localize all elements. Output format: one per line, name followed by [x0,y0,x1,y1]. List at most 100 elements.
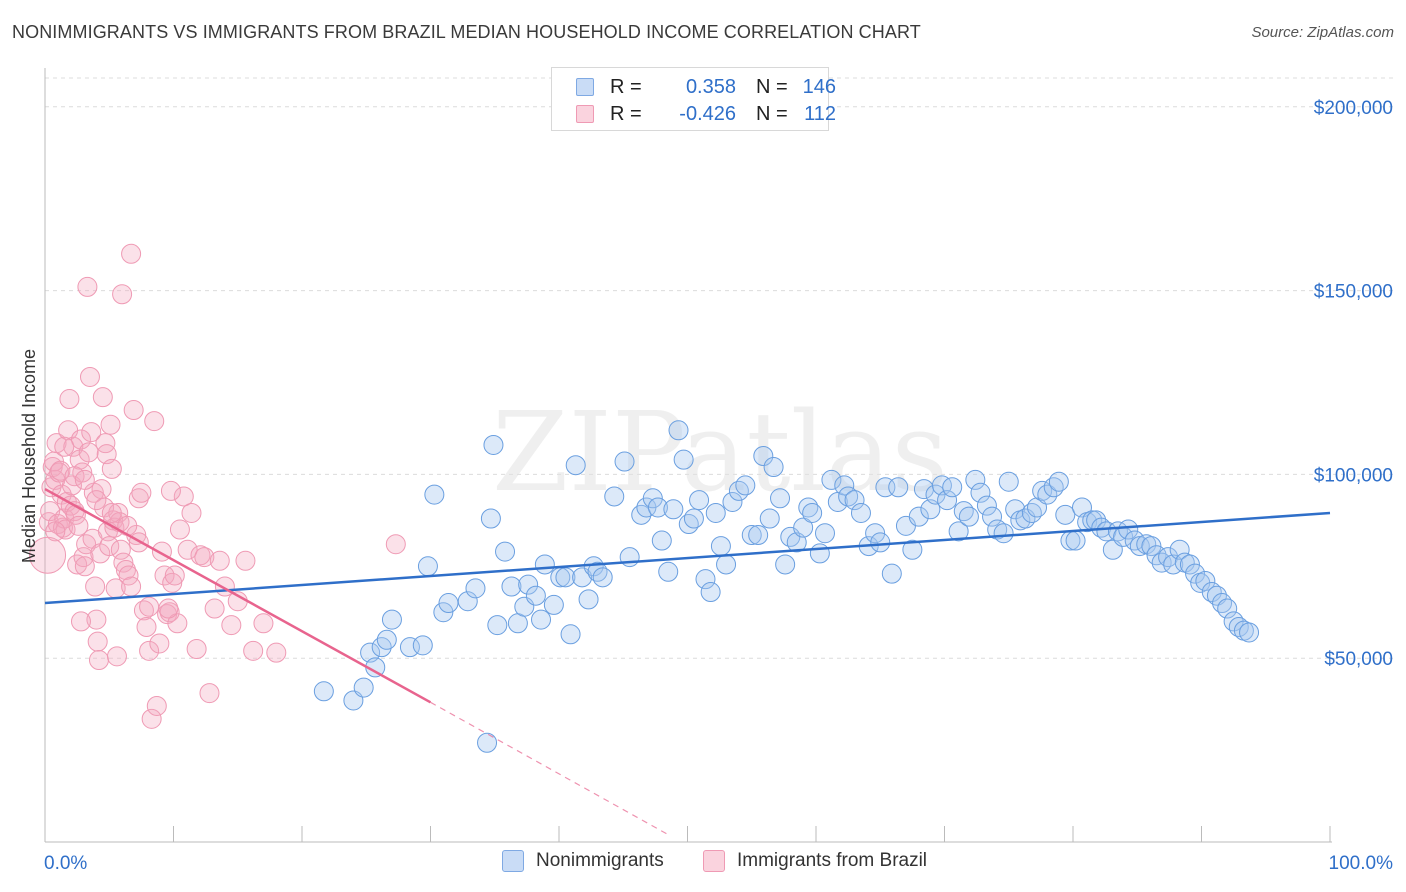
nonimmigrant-point [412,635,433,656]
nonimmigrant-point [993,523,1014,544]
brazil-point [235,550,256,571]
r-label: R = [610,102,642,125]
brazil-point [70,611,91,632]
nonimmigrant-point [1185,563,1206,584]
watermark: ZIPatlas [492,388,948,516]
brazil-point [110,539,131,560]
y-tick-label: $50,000 [1324,649,1393,670]
nonimmigrant-point [786,532,807,553]
nonimmigrant-point [1217,598,1238,619]
legend-row-brazil: R = -0.426 N = 112 [576,102,836,126]
nonimmigrant-point [1141,536,1162,557]
nonimmigrant-point [592,567,613,588]
brazil-point [55,519,76,540]
brazil-point [144,411,165,432]
brazil-point [154,565,175,586]
axes [44,68,1332,843]
nonimmigrant-point [480,508,501,529]
nonimmigrants-trend-line [44,511,1331,605]
r-value: -0.426 [679,102,736,125]
nonimmigrant-point [865,523,886,544]
nonimmigrant-point [1239,622,1260,643]
brazil-point [49,462,70,483]
n-label: N = [756,75,788,98]
nonimmigrant-point [531,609,552,630]
nonimmigrant-point [371,637,392,658]
brazil-point [160,480,181,501]
brazil-point [131,482,152,503]
nonimmigrant-point [965,469,986,490]
nonimmigrant-point [705,502,726,523]
nonimmigrant-point [683,508,704,529]
n-label: N = [756,102,788,125]
nonimmigrant-point [614,451,635,472]
nonimmigrant-point [1065,530,1086,551]
nonimmigrant-point [560,624,581,645]
brazil-point [136,616,157,637]
brazil-point [167,613,188,634]
brazil-point [106,646,127,667]
nonimmigrant-point [958,506,979,527]
nonimmigrant-point [578,589,599,610]
brazil-point [121,243,142,264]
nonimmigrant-point [793,517,814,538]
nonimmigrant-point [663,499,684,520]
brazil-point [70,429,91,450]
brazil-point [79,366,100,387]
y-tick-label: $100,000 [1314,465,1393,486]
nonimmigrant-point [809,543,830,564]
brazil-point [194,547,215,568]
legend-label: Immigrants from Brazil [737,850,928,871]
nonimmigrant-point [759,508,780,529]
nonimmigrant-point [518,574,539,595]
y-tick-label: $200,000 [1314,98,1393,119]
brazil-point [78,442,99,463]
legend-label: Nonimmigrants [536,850,664,871]
brazil-point [76,534,97,555]
x-tick-label: 0.0% [44,853,87,874]
brazil-point [115,559,136,580]
nonimmigrant-point [710,536,731,557]
nonimmigrant-point [844,490,865,511]
nonimmigrant-point [753,446,774,466]
nonimmigrant-point [457,591,478,612]
r-label: R = [610,75,642,98]
nonimmigrant-point [534,554,555,575]
nonimmigrant-point [870,532,891,553]
brazil-point [100,414,121,435]
legend-swatch-pink [576,105,594,123]
nonimmigrant-point [970,482,991,503]
brazil-point [59,389,80,410]
nonimmigrant-point [728,480,749,501]
nonimmigrant-point [353,677,374,698]
brazil-point [81,422,102,443]
brazil-point [101,458,122,479]
nonimmigrant-point [525,585,546,606]
nonimmigrant-point [1048,471,1069,492]
nonimmigrant-point [948,521,969,542]
nonimmigrant-point [802,502,823,523]
source-label: Source: ZipAtlas.com [1251,24,1394,41]
nonimmigrant-point [987,519,1008,540]
nonimmigrant-point [982,506,1003,527]
nonimmigrant-point [417,556,438,577]
nonimmigrant-point [501,576,522,597]
n-value: 146 [802,75,836,98]
nonimmigrant-point [716,554,737,575]
nonimmigrant-point [465,578,486,599]
nonimmigrant-point [673,449,694,470]
nonimmigrant-point [433,602,454,623]
nonimmigrant-point [399,637,420,658]
brazil-point [266,642,287,663]
brazil-point [86,609,107,630]
nonimmigrant-point [821,469,842,490]
nonimmigrant-point [998,471,1019,492]
nonimmigrant-point [381,609,402,630]
brazil-point [385,534,406,555]
brazil-point [86,490,107,511]
brazil-point [243,640,264,661]
bottom-legend: Nonimmigrants Immigrants from Brazil [0,850,1406,878]
brazil-point [74,469,95,490]
legend-swatch-pink [703,850,725,872]
